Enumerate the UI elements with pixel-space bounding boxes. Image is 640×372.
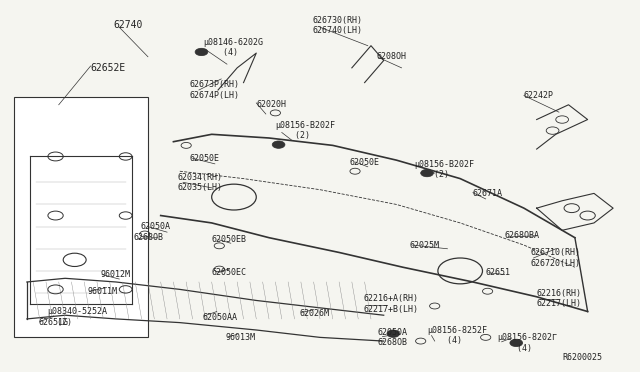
Circle shape [195,48,208,56]
Text: 626730(RH)
626740(LH): 626730(RH) 626740(LH) [312,16,362,35]
Text: 62651: 62651 [486,268,511,277]
Text: 62050EB: 62050EB [212,235,246,244]
Text: 6268OBA: 6268OBA [505,231,540,240]
Text: 62050A: 62050A [140,222,170,231]
Text: 62026M: 62026M [300,309,330,318]
Text: 6268OB: 6268OB [134,233,164,242]
Text: 62050AA: 62050AA [202,312,237,321]
Text: µ08340-5252A
  (2): µ08340-5252A (2) [47,307,108,327]
Text: 62652E: 62652E [91,63,126,73]
Text: R6200025: R6200025 [562,353,602,362]
Text: 62050E: 62050E [189,154,220,163]
Text: 62050A
6268OB: 62050A 6268OB [378,328,407,347]
Text: 62242P: 62242P [524,91,554,100]
Text: 62050E: 62050E [350,157,380,167]
Text: 96013M: 96013M [226,333,256,342]
Text: 62216(RH)
62217(LH): 62216(RH) 62217(LH) [537,289,582,308]
Text: 62671A: 62671A [473,189,503,198]
Text: µ08156-B202F
    (2): µ08156-B202F (2) [414,160,474,179]
Text: µ08156-8202Γ
    (4): µ08156-8202Γ (4) [497,333,557,353]
Text: 626710(RH)
626720(LH): 626710(RH) 626720(LH) [531,248,580,268]
Text: µ08156-B202F
    (2): µ08156-B202F (2) [275,121,335,140]
Text: 62216+A(RH)
62217+B(LH): 62216+A(RH) 62217+B(LH) [364,295,419,314]
Text: 62651G: 62651G [38,318,68,327]
Circle shape [420,169,433,177]
Circle shape [387,330,399,337]
Text: 6208OH: 6208OH [376,52,406,61]
Text: µ08146-6202G
    (4): µ08146-6202G (4) [203,38,263,57]
Text: 96012M: 96012M [100,270,130,279]
Text: 62020H: 62020H [256,100,286,109]
Text: 62673P(RH)
62674P(LH): 62673P(RH) 62674P(LH) [189,80,239,100]
Text: 96011M: 96011M [88,287,117,296]
Bar [14,97,148,337]
Text: 62050EC: 62050EC [212,268,246,277]
Text: µ08156-8252F
    (4): µ08156-8252F (4) [427,326,487,345]
Circle shape [272,141,285,148]
Circle shape [510,339,523,347]
Text: 62034(RH)
62035(LH): 62034(RH) 62035(LH) [177,173,222,192]
Text: 62740: 62740 [113,20,142,31]
Text: 62025M: 62025M [409,241,439,250]
